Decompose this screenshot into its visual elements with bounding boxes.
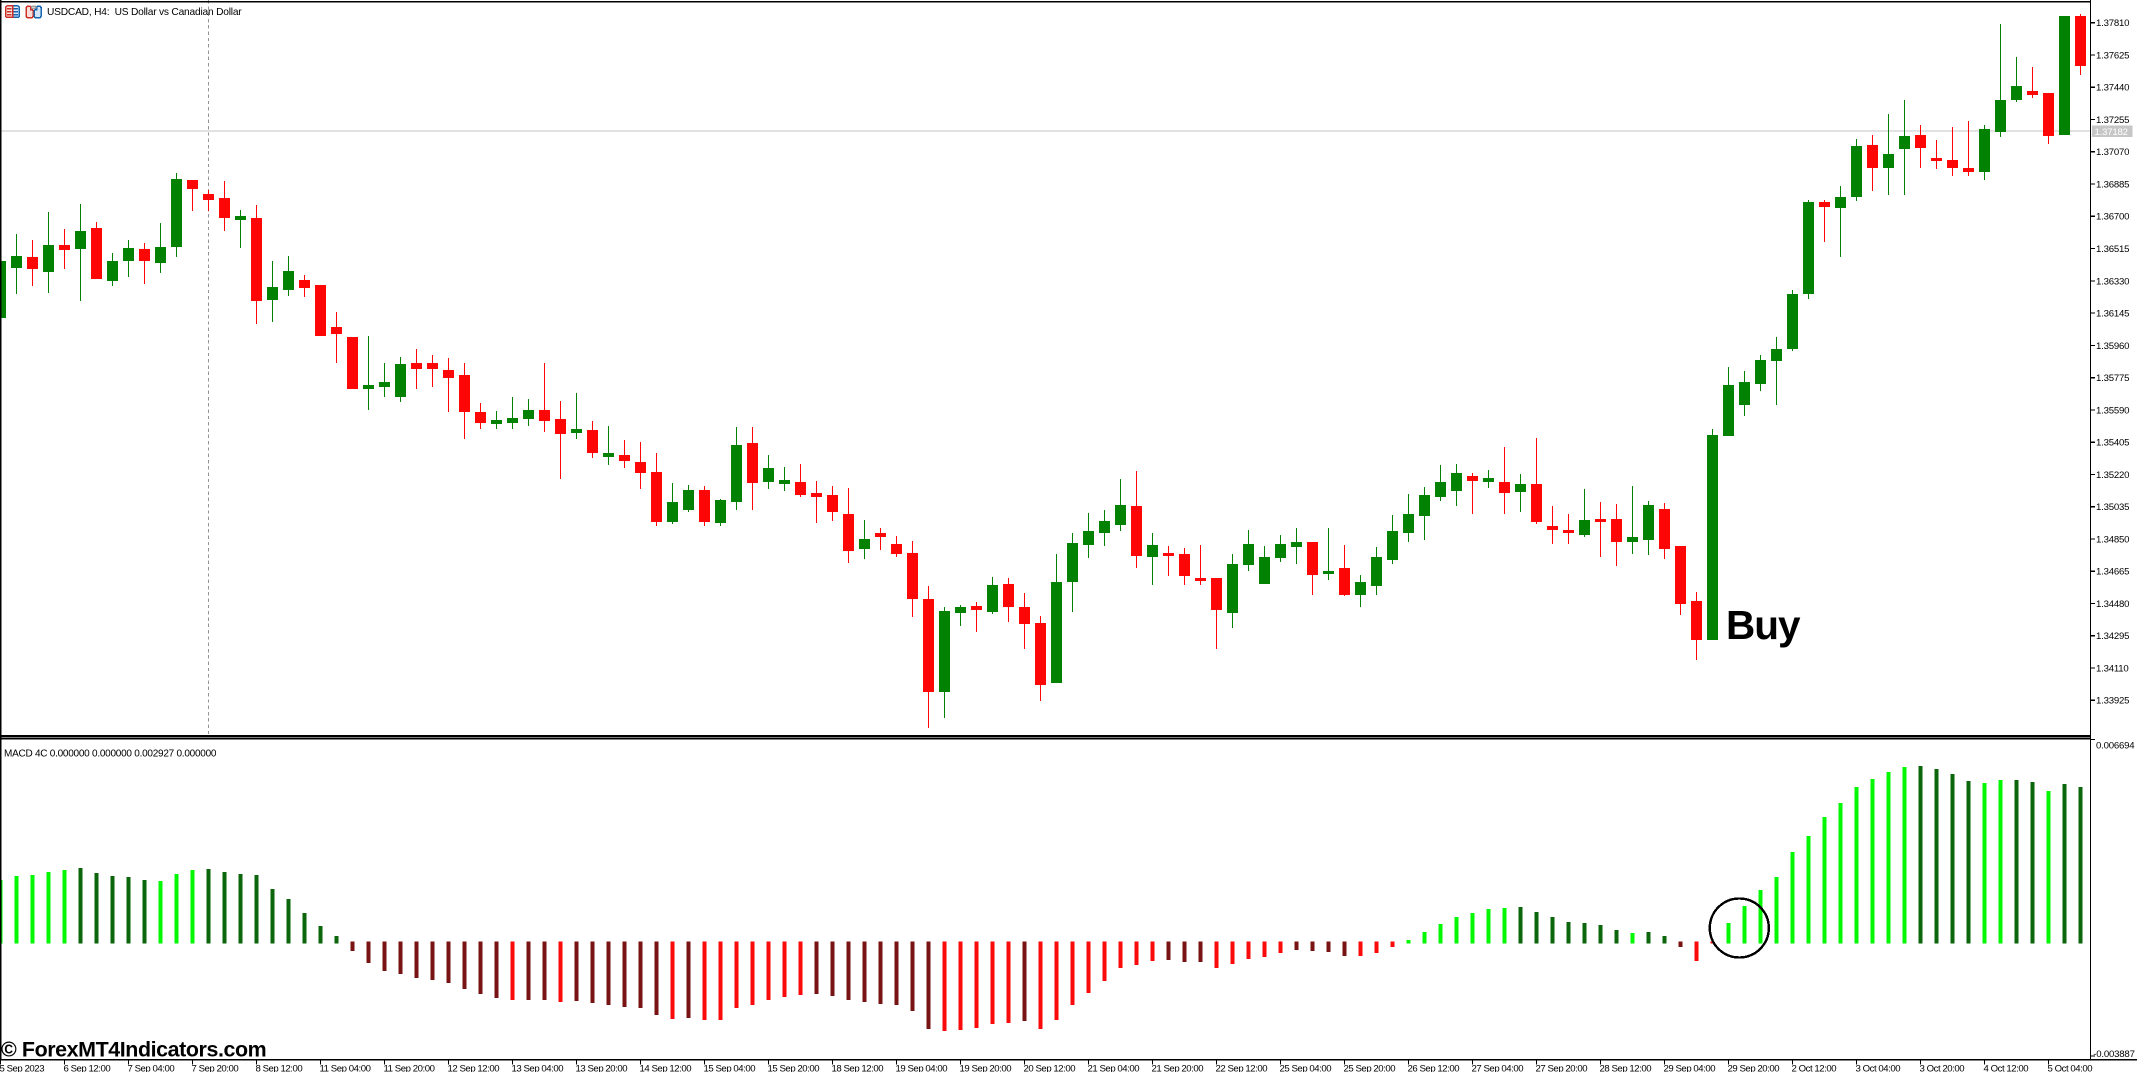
svg-text:5 Sep 2023: 5 Sep 2023 [0, 1063, 44, 1072]
svg-text:19 Sep 04:00: 19 Sep 04:00 [896, 1063, 948, 1072]
svg-text:7 Sep 20:00: 7 Sep 20:00 [192, 1063, 239, 1072]
svg-text:1.37182: 1.37182 [2095, 127, 2128, 138]
svg-text:1.36515: 1.36515 [2096, 244, 2129, 255]
svg-text:1.36700: 1.36700 [2096, 212, 2129, 223]
svg-text:1.34110: 1.34110 [2096, 664, 2129, 675]
svg-text:1.37440: 1.37440 [2096, 83, 2129, 94]
svg-text:13 Sep 20:00: 13 Sep 20:00 [576, 1063, 628, 1072]
svg-text:1.34295: 1.34295 [2096, 631, 2129, 642]
svg-text:© ForexMT4Indicators.com: © ForexMT4Indicators.com [1, 1038, 266, 1062]
svg-text:20 Sep 12:00: 20 Sep 12:00 [1024, 1063, 1076, 1072]
svg-text:8 Sep 12:00: 8 Sep 12:00 [256, 1063, 303, 1072]
svg-text:22 Sep 12:00: 22 Sep 12:00 [1216, 1063, 1268, 1072]
svg-text:1.35220: 1.35220 [2096, 470, 2129, 481]
svg-text:-0.003887: -0.003887 [2093, 1049, 2134, 1060]
svg-text:21 Sep 04:00: 21 Sep 04:00 [1088, 1063, 1140, 1072]
svg-text:25 Sep 20:00: 25 Sep 20:00 [1344, 1063, 1396, 1072]
svg-text:1.35960: 1.35960 [2096, 341, 2129, 352]
svg-text:1.37810: 1.37810 [2096, 18, 2129, 29]
svg-text:14 Sep 12:00: 14 Sep 12:00 [640, 1063, 692, 1072]
svg-text:3 Oct 04:00: 3 Oct 04:00 [1856, 1063, 1901, 1072]
svg-text:1.35590: 1.35590 [2096, 405, 2129, 416]
svg-text:6 Sep 12:00: 6 Sep 12:00 [64, 1063, 111, 1072]
svg-text:0.006694: 0.006694 [2096, 740, 2135, 751]
svg-text:1.35405: 1.35405 [2096, 438, 2129, 449]
svg-text:11 Sep 20:00: 11 Sep 20:00 [384, 1063, 435, 1072]
svg-text:Buy: Buy [1726, 602, 1801, 648]
svg-text:1.36330: 1.36330 [2096, 276, 2129, 287]
svg-text:7 Sep 04:00: 7 Sep 04:00 [128, 1063, 175, 1072]
svg-text:29 Sep 20:00: 29 Sep 20:00 [1728, 1063, 1780, 1072]
svg-text:27 Sep 20:00: 27 Sep 20:00 [1536, 1063, 1588, 1072]
svg-text:11 Sep 04:00: 11 Sep 04:00 [320, 1063, 371, 1072]
svg-text:1.37625: 1.37625 [2096, 50, 2129, 61]
svg-text:1.35035: 1.35035 [2096, 502, 2129, 513]
svg-text:15 Sep 04:00: 15 Sep 04:00 [704, 1063, 756, 1072]
svg-text:1.34480: 1.34480 [2096, 599, 2129, 610]
svg-text:29 Sep 04:00: 29 Sep 04:00 [1664, 1063, 1716, 1072]
svg-text:1.35775: 1.35775 [2096, 373, 2129, 384]
svg-text:26 Sep 12:00: 26 Sep 12:00 [1408, 1063, 1460, 1072]
svg-text:18 Sep 12:00: 18 Sep 12:00 [832, 1063, 884, 1072]
svg-text:5 Oct 04:00: 5 Oct 04:00 [2048, 1063, 2093, 1072]
svg-text:21 Sep 20:00: 21 Sep 20:00 [1152, 1063, 1204, 1072]
svg-text:25 Sep 04:00: 25 Sep 04:00 [1280, 1063, 1332, 1072]
svg-text:1.36145: 1.36145 [2096, 309, 2129, 320]
svg-text:USDCAD, H4: US Dollar vs Cana: USDCAD, H4: US Dollar vs Canadian Dollar [47, 7, 242, 18]
svg-text:3 Oct 20:00: 3 Oct 20:00 [1920, 1063, 1965, 1072]
svg-text:15 Sep 20:00: 15 Sep 20:00 [768, 1063, 820, 1072]
svg-text:12 Sep 12:00: 12 Sep 12:00 [448, 1063, 500, 1072]
svg-text:4 Oct 12:00: 4 Oct 12:00 [1984, 1063, 2029, 1072]
svg-text:1.34665: 1.34665 [2096, 567, 2129, 578]
svg-text:27 Sep 04:00: 27 Sep 04:00 [1472, 1063, 1524, 1072]
svg-text:1.37070: 1.37070 [2096, 147, 2129, 158]
svg-text:2 Oct 12:00: 2 Oct 12:00 [1792, 1063, 1837, 1072]
svg-text:1.37255: 1.37255 [2096, 115, 2129, 126]
svg-text:MACD 4C 0.000000 0.000000 0.00: MACD 4C 0.000000 0.000000 0.002927 0.000… [4, 749, 217, 760]
svg-text:1.33925: 1.33925 [2096, 696, 2129, 707]
svg-text:13 Sep 04:00: 13 Sep 04:00 [512, 1063, 564, 1072]
svg-text:19 Sep 20:00: 19 Sep 20:00 [960, 1063, 1012, 1072]
svg-text:1.36885: 1.36885 [2096, 180, 2129, 191]
svg-text:1.34850: 1.34850 [2096, 534, 2129, 545]
svg-text:28 Sep 12:00: 28 Sep 12:00 [1600, 1063, 1652, 1072]
